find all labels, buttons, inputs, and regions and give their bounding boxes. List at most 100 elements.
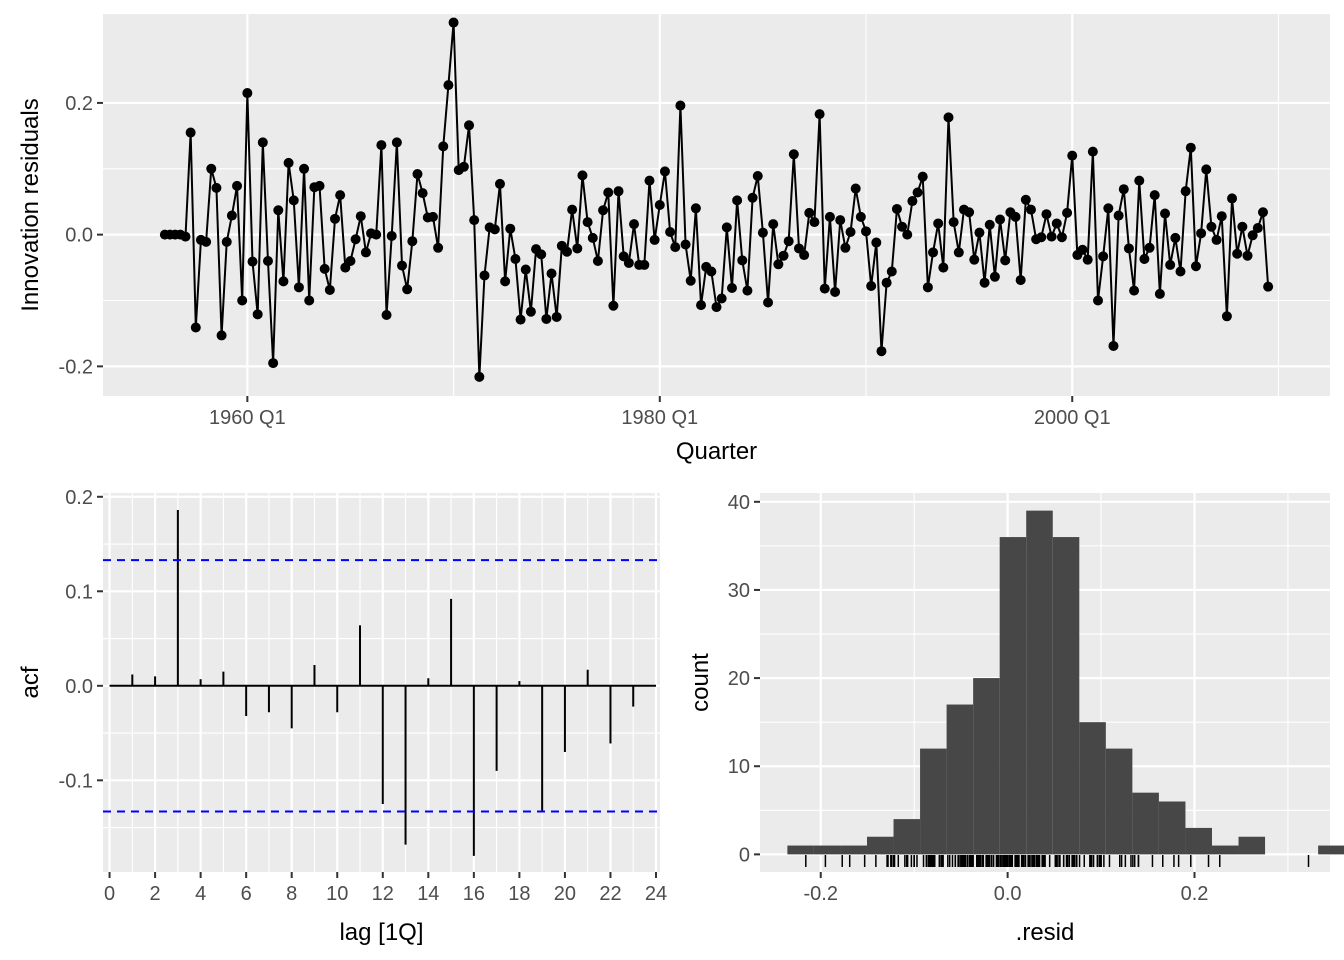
residual-point — [922, 282, 933, 293]
residual-point — [397, 260, 408, 271]
histogram-bar — [787, 845, 814, 855]
residuals-panel: -0.2 0.0 0.2 1960 Q1 1980 Q1 2000 Q1 Quarter In… — [17, 14, 1330, 465]
residual-point — [402, 284, 413, 295]
residual-point — [845, 227, 856, 237]
y-tick-label: 0.2 — [65, 487, 93, 509]
y-tick-label: 0 — [739, 844, 750, 866]
residual-point — [840, 242, 851, 253]
histogram-bar — [866, 836, 894, 855]
residual-point — [1010, 211, 1021, 222]
x-tick-label: 22 — [599, 883, 621, 905]
residual-point — [1232, 248, 1243, 259]
residual-point — [376, 140, 387, 151]
residual-point — [1247, 230, 1258, 241]
residual-point — [1036, 232, 1047, 243]
residual-point — [587, 232, 598, 243]
residual-point — [732, 195, 743, 206]
residual-point — [943, 112, 954, 123]
y-tick-label: 10 — [728, 756, 750, 778]
residual-point — [855, 211, 866, 222]
residual-point — [525, 306, 536, 317]
y-tick-label: 0.2 — [65, 93, 93, 115]
residual-point — [237, 295, 248, 306]
residual-point — [262, 255, 273, 266]
residual-point — [644, 175, 655, 186]
histogram-bar — [1052, 537, 1080, 855]
residual-point — [1015, 275, 1026, 286]
residual-point — [536, 249, 547, 260]
residual-point — [1160, 208, 1171, 219]
residual-point — [577, 170, 588, 181]
y-axis-title: count — [687, 653, 714, 712]
residual-point — [623, 257, 634, 268]
residual-point — [433, 242, 444, 253]
residual-point — [1082, 254, 1093, 265]
x-tick-label: 16 — [463, 883, 485, 905]
residual-point — [824, 211, 835, 222]
residual-point — [654, 200, 665, 210]
residual-point — [979, 277, 990, 288]
residual-point — [252, 309, 263, 320]
residual-point — [350, 234, 361, 245]
histogram-bar — [893, 819, 921, 855]
residual-point — [1108, 340, 1119, 351]
residual-point — [1118, 184, 1129, 195]
residual-point — [386, 230, 397, 241]
residual-point — [206, 163, 217, 174]
residual-point — [1201, 164, 1212, 175]
histogram-bar — [1026, 510, 1053, 855]
residual-point — [1062, 207, 1073, 218]
residual-point — [871, 237, 882, 248]
residual-point — [696, 300, 707, 311]
histogram-bar — [946, 704, 974, 855]
residual-point — [799, 250, 810, 261]
residual-point — [180, 231, 191, 242]
residual-point — [345, 255, 356, 266]
residual-point — [505, 223, 516, 234]
residual-point — [1211, 234, 1222, 245]
residual-point — [1190, 261, 1201, 272]
x-axis-title: lag [1Q] — [339, 919, 423, 946]
residual-point — [984, 219, 995, 230]
residual-point — [964, 207, 975, 218]
y-tick-label: 0.0 — [65, 676, 93, 698]
residual-point — [629, 219, 640, 230]
x-tick-label: 12 — [372, 883, 394, 905]
residual-point — [938, 262, 949, 273]
residual-point — [1196, 228, 1207, 239]
residual-point — [680, 239, 691, 250]
residual-point — [598, 205, 609, 216]
residual-point — [520, 264, 531, 275]
residual-point — [1257, 207, 1268, 218]
residual-point — [778, 250, 789, 261]
histogram-bar — [1211, 845, 1239, 855]
residual-point — [969, 254, 980, 265]
residual-point — [763, 297, 774, 308]
residual-point — [721, 222, 732, 233]
histogram-bar — [1318, 845, 1344, 855]
histogram-bar — [840, 845, 867, 855]
x-tick-label: -0.2 — [804, 883, 838, 905]
residual-point — [1216, 211, 1227, 222]
residual-point — [185, 127, 196, 138]
x-tick-label: 0 — [104, 883, 115, 905]
residual-point — [427, 211, 438, 222]
residual-point — [814, 109, 825, 120]
residual-point — [232, 180, 243, 191]
x-tick-label: 0.0 — [994, 883, 1022, 905]
residual-point — [726, 282, 737, 293]
residual-point — [1170, 232, 1181, 243]
residual-point — [592, 255, 603, 266]
residual-point — [690, 203, 701, 214]
x-tick-label: 10 — [326, 883, 348, 905]
residual-point — [1206, 221, 1217, 232]
histogram-panel: 0 10 20 30 40 -0.2 0.0 0.2 .resid count — [687, 492, 1344, 946]
y-tick-label: 20 — [728, 668, 750, 690]
residual-point — [1180, 186, 1191, 197]
residual-point — [541, 313, 552, 324]
y-axis-title: Innovation residuals — [17, 98, 44, 311]
histogram-bar — [1105, 748, 1133, 855]
x-tick-label: 8 — [286, 883, 297, 905]
residual-point — [1093, 295, 1103, 306]
